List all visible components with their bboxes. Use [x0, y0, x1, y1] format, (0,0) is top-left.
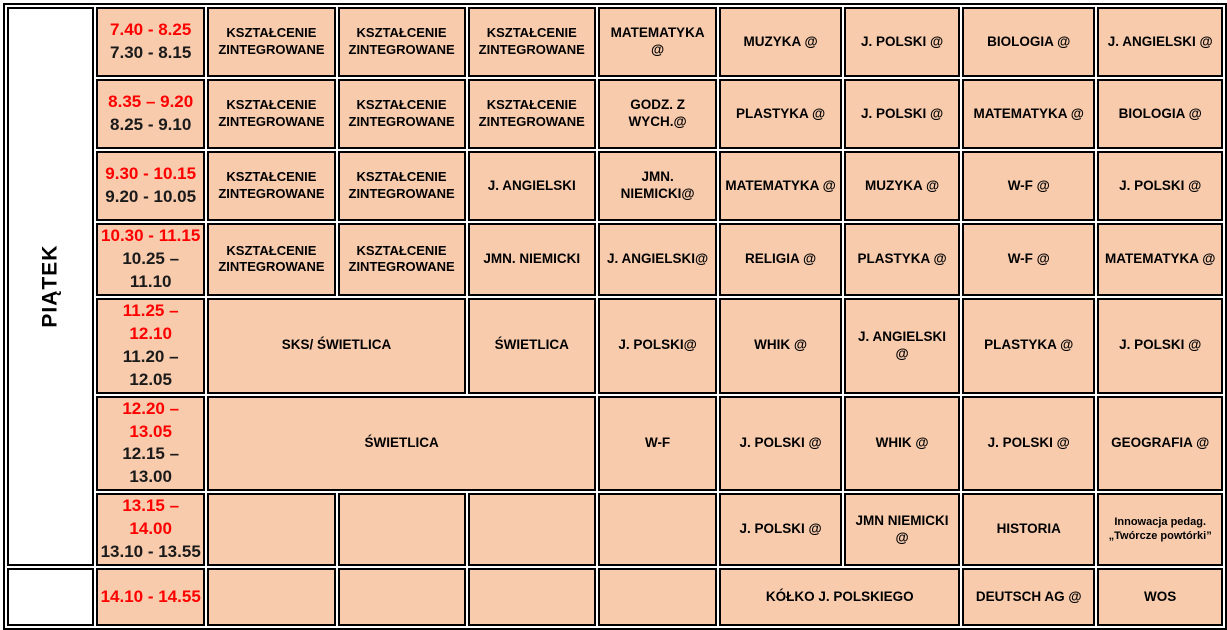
- subject-cell: RELIGIA @: [719, 223, 842, 296]
- subject-cell: PLASTYKA @: [719, 79, 842, 149]
- subject-cell: MATEMATYKA @: [719, 151, 842, 221]
- subject-cell: J. POLSKI @: [719, 395, 842, 492]
- subject-cell: [207, 493, 336, 567]
- subject-cell: PLASTYKA @: [843, 223, 961, 296]
- subject-cell: W-F @: [962, 151, 1096, 221]
- subject-cell: [337, 568, 466, 627]
- subject-cell: KSZTAŁCENIE ZINTEGROWANE: [467, 79, 596, 149]
- subject-cell: GEOGRAFIA @: [1097, 395, 1223, 492]
- day-label: PIĄTEK: [38, 245, 62, 329]
- subject-cell: J. POLSKI@: [597, 297, 718, 394]
- subject-cell: MATEMATYKA @: [962, 79, 1096, 149]
- subject-cell: SKS/ ŚWIETLICA: [207, 297, 466, 394]
- time-new: 14.10 - 14.55: [100, 586, 201, 606]
- table-row: 10.30 - 11.15 10.25 – 11.10 KSZTAŁCENIE …: [7, 223, 1223, 296]
- subject-cell: KSZTAŁCENIE ZINTEGROWANE: [207, 79, 336, 149]
- subject-cell: HISTORIA: [962, 493, 1096, 567]
- subject-cell: J. ANGIELSKI: [467, 151, 596, 221]
- day-cell: PIĄTEK: [7, 7, 95, 567]
- subject-cell: KSZTAŁCENIE ZINTEGROWANE: [467, 7, 596, 77]
- subject-cell: [337, 493, 466, 567]
- time-old: 7.30 - 8.15: [110, 43, 192, 62]
- time-slot: 9.30 - 10.15 9.20 - 10.05: [96, 151, 206, 221]
- subject-cell: JMN NIEMICKI @: [843, 493, 961, 567]
- subject-cell: JMN. NIEMICKI@: [597, 151, 718, 221]
- table-row: PIĄTEK 7.40 - 8.25 7.30 - 8.15 KSZTAŁCEN…: [7, 7, 1223, 567]
- time-new: 8.35 – 9.20: [108, 92, 194, 112]
- subject-cell: PLASTYKA @: [962, 297, 1096, 394]
- subject-cell: [467, 568, 596, 627]
- table-row: 11.25 – 12.10 11.20 – 12.05 SKS/ ŚWIETLI…: [7, 297, 1223, 394]
- time-new: 12.20 – 13.05: [122, 398, 180, 441]
- time-old: 9.20 - 10.05: [105, 187, 197, 206]
- subject-cell: J. POLSKI @: [1097, 151, 1223, 221]
- subject-cell: J. POLSKI @: [843, 79, 961, 149]
- subject-cell: KSZTAŁCENIE ZINTEGROWANE: [337, 7, 466, 77]
- subject-cell: KSZTAŁCENIE ZINTEGROWANE: [207, 223, 336, 296]
- time-slot: 10.30 - 11.15 10.25 – 11.10: [96, 223, 206, 296]
- time-slot: 14.10 - 14.55: [96, 568, 206, 627]
- time-new: 10.30 - 11.15: [101, 226, 201, 245]
- time-new: 9.30 - 10.15: [105, 164, 197, 184]
- subject-cell: KSZTAŁCENIE ZINTEGROWANE: [337, 79, 466, 149]
- subject-cell: KÓŁKO J. POLSKIEGO: [719, 568, 961, 627]
- subject-cell: WHIK @: [843, 395, 961, 492]
- subject-cell: JMN. NIEMICKI: [467, 223, 596, 296]
- subject-cell: J. POLSKI @: [719, 493, 842, 567]
- subject-cell: MATEMATYKA @: [597, 7, 718, 77]
- time-old: 8.25 - 9.10: [110, 115, 192, 134]
- table-row: 12.20 – 13.05 12.15 – 13.00 ŚWIETLICA W-…: [7, 395, 1223, 492]
- time-slot: 12.20 – 13.05 12.15 – 13.00: [96, 395, 206, 492]
- subject-cell: ŚWIETLICA: [207, 395, 596, 492]
- subject-cell: MUZYKA @: [719, 7, 842, 77]
- subject-cell: GODZ. Z WYCH.@: [597, 79, 718, 149]
- subject-cell: KSZTAŁCENIE ZINTEGROWANE: [337, 223, 466, 296]
- time-old: 12.15 – 13.00: [122, 444, 180, 487]
- subject-cell: Innowacja pedag. „Twórcze powtórki”: [1097, 493, 1223, 567]
- time-slot: 7.40 - 8.25 7.30 - 8.15: [96, 7, 206, 77]
- time-old: 10.25 – 11.10: [122, 248, 180, 291]
- subject-cell: KSZTAŁCENIE ZINTEGROWANE: [337, 151, 466, 221]
- table-row: 14.10 - 14.55 KÓŁKO J. POLSKIEGO DEUTSCH…: [7, 568, 1223, 627]
- time-slot: 11.25 – 12.10 11.20 – 12.05: [96, 297, 206, 394]
- time-new: 13.15 – 14.00: [122, 496, 180, 539]
- subject-cell: WHIK @: [719, 297, 842, 394]
- day-cell-empty: [7, 568, 95, 627]
- time-old: 13.10 - 13.55: [100, 542, 201, 562]
- subject-cell: MUZYKA @: [843, 151, 961, 221]
- table-row: 13.15 – 14.00 13.10 - 13.55 J. POLSKI @ …: [7, 493, 1223, 567]
- subject-cell: J. POLSKI @: [843, 7, 961, 77]
- subject-cell: BIOLOGIA @: [1097, 79, 1223, 149]
- subject-cell: J. POLSKI @: [1097, 297, 1223, 394]
- subject-cell: W-F: [597, 395, 718, 492]
- subject-cell: J. ANGIELSKI @: [1097, 7, 1223, 77]
- time-slot: 13.15 – 14.00 13.10 - 13.55: [96, 493, 206, 567]
- subject-cell: WOS: [1097, 568, 1223, 627]
- subject-cell: [467, 493, 596, 567]
- time-old: 11.20 – 12.05: [122, 346, 179, 389]
- subject-cell: [597, 568, 718, 627]
- subject-cell: ŚWIETLICA: [467, 297, 596, 394]
- subject-cell: KSZTAŁCENIE ZINTEGROWANE: [207, 151, 336, 221]
- subject-cell: J. ANGIELSKI@: [597, 223, 718, 296]
- table-row: 8.35 – 9.20 8.25 - 9.10 KSZTAŁCENIE ZINT…: [7, 79, 1223, 149]
- subject-cell: BIOLOGIA @: [962, 7, 1096, 77]
- friday-timetable: PIĄTEK 7.40 - 8.25 7.30 - 8.15 KSZTAŁCEN…: [5, 5, 1225, 629]
- timetable-frame: PIĄTEK 7.40 - 8.25 7.30 - 8.15 KSZTAŁCEN…: [3, 3, 1227, 630]
- subject-cell: DEUTSCH AG @: [962, 568, 1096, 627]
- subject-cell: [207, 568, 336, 627]
- table-row: 9.30 - 10.15 9.20 - 10.05 KSZTAŁCENIE ZI…: [7, 151, 1223, 221]
- subject-cell: W-F @: [962, 223, 1096, 296]
- subject-cell: KSZTAŁCENIE ZINTEGROWANE: [207, 7, 336, 77]
- subject-cell: [597, 493, 718, 567]
- subject-cell: J. ANGIELSKI @: [843, 297, 961, 394]
- subject-cell: MATEMATYKA @: [1097, 223, 1223, 296]
- subject-cell: J. POLSKI @: [962, 395, 1096, 492]
- time-new: 7.40 - 8.25: [110, 20, 192, 40]
- time-new: 11.25 – 12.10: [122, 300, 179, 343]
- time-slot: 8.35 – 9.20 8.25 - 9.10: [96, 79, 206, 149]
